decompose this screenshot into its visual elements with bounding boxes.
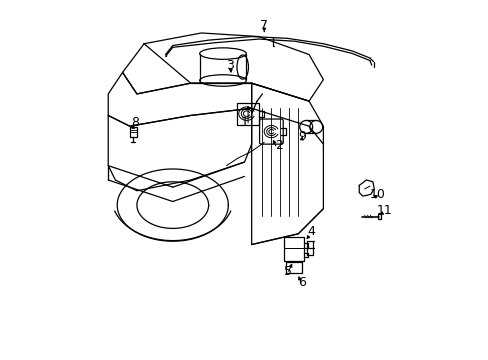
- Text: 2: 2: [274, 139, 282, 152]
- Text: 3: 3: [226, 59, 234, 72]
- Text: 7: 7: [260, 19, 268, 32]
- Text: 9: 9: [297, 130, 305, 144]
- Text: 4: 4: [306, 225, 314, 238]
- Text: 5: 5: [283, 265, 291, 278]
- Text: 11: 11: [376, 204, 391, 217]
- Text: 1: 1: [240, 116, 248, 129]
- Text: 8: 8: [131, 116, 139, 129]
- Text: 6: 6: [297, 276, 305, 289]
- Text: 10: 10: [368, 188, 385, 201]
